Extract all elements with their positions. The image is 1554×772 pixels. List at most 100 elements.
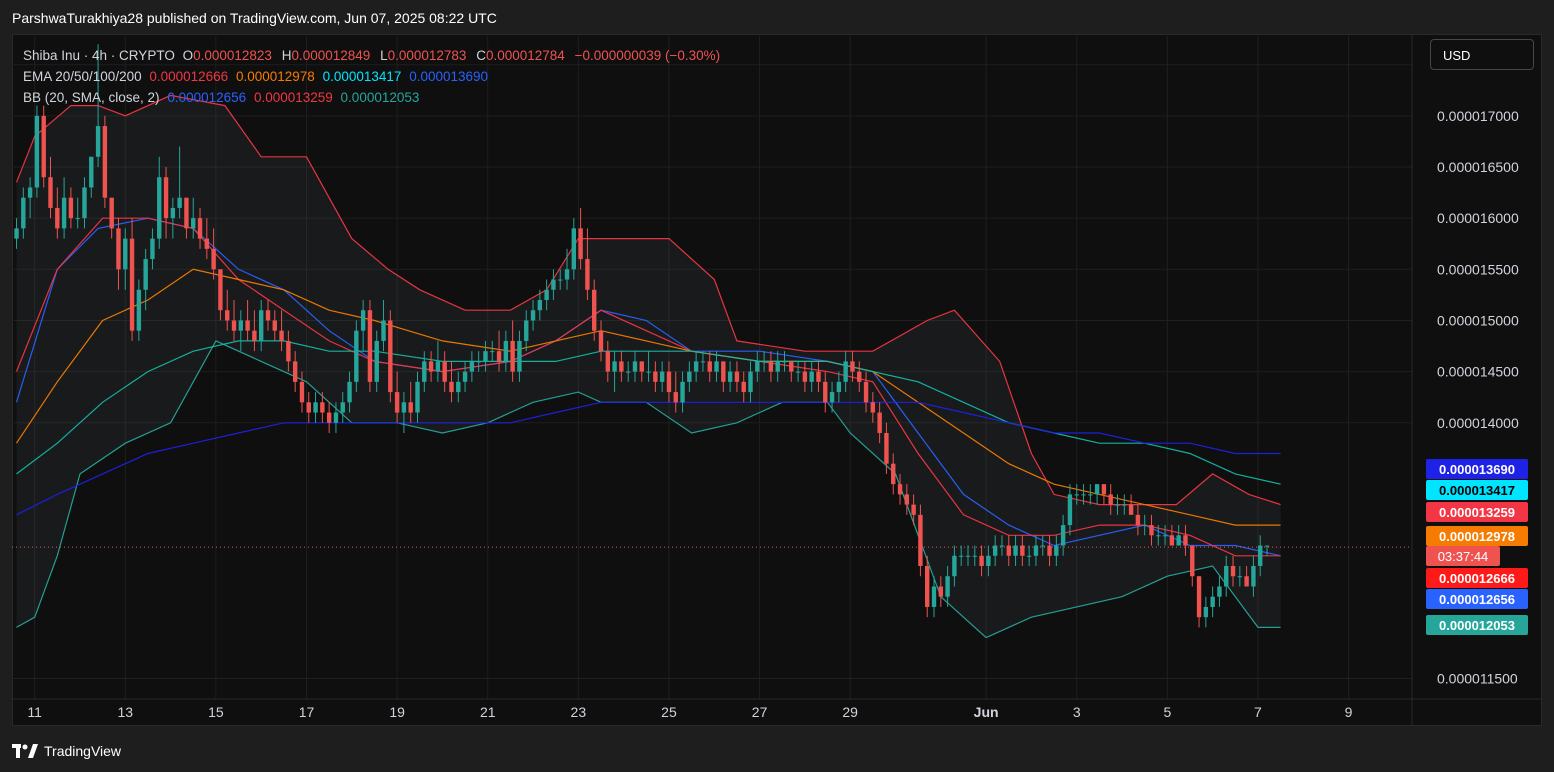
- candle-167: [1149, 514, 1154, 546]
- candle-27: [197, 207, 203, 249]
- candle-51: [360, 300, 366, 352]
- candle-95: [659, 361, 665, 393]
- candle-body: [1237, 576, 1243, 578]
- candle-79: [551, 269, 556, 300]
- candle-76: [530, 300, 536, 331]
- candle-body: [639, 361, 644, 372]
- candle-body: [666, 371, 672, 393]
- candle-138: [952, 545, 957, 587]
- candle-body: [897, 484, 903, 495]
- candle-106: [734, 361, 740, 393]
- candle-104: [721, 361, 726, 393]
- footer-brand: TradingView: [44, 743, 122, 759]
- candles: [14, 44, 1270, 628]
- candle-body: [789, 361, 794, 372]
- candle-0: [14, 218, 19, 249]
- candle-body: [1169, 535, 1175, 546]
- candle-body: [1183, 535, 1188, 546]
- countdown-tag: 03:37:44: [1426, 546, 1500, 566]
- candle-body: [986, 555, 991, 566]
- candle-body: [184, 197, 189, 229]
- candle-69: [483, 340, 488, 372]
- candle-32: [231, 300, 237, 341]
- candle-93: [646, 351, 651, 382]
- candle-129: [891, 453, 896, 495]
- candle-body: [761, 361, 767, 363]
- candle-body: [524, 320, 529, 341]
- candle-body: [510, 340, 515, 372]
- candle-31: [225, 289, 230, 331]
- candle-body: [27, 187, 33, 198]
- candle-body: [707, 361, 712, 372]
- x-tick-label: 19: [389, 704, 405, 720]
- candle-26: [191, 197, 196, 239]
- candle-15: [116, 218, 121, 290]
- candle-body: [1081, 494, 1086, 496]
- candle-body: [530, 310, 536, 321]
- candle-57: [401, 392, 407, 433]
- candle-body: [157, 177, 162, 239]
- y-tick-label: 0.000014500: [1437, 364, 1519, 380]
- legend-row-ohlc: Shiba Inu · 4h · CRYPTO O0.000012823 H0.…: [23, 45, 724, 66]
- candle-body: [979, 555, 984, 566]
- candle-body: [687, 371, 692, 382]
- candle-body: [191, 218, 196, 229]
- candle-176: [1210, 586, 1215, 618]
- candle-173: [1190, 545, 1195, 587]
- candle-40: [286, 330, 291, 372]
- currency-selector[interactable]: USD: [1430, 39, 1534, 70]
- candle-body: [21, 197, 26, 229]
- series-ema-200: [16, 401, 1281, 516]
- candle-body: [558, 279, 563, 281]
- candle-120: [829, 381, 835, 413]
- chart-svg[interactable]: 0.0000175000.0000170000.0000165000.00001…: [12, 34, 1542, 726]
- candle-body: [734, 371, 740, 382]
- candle-body: [1006, 545, 1011, 556]
- candle-117: [809, 361, 814, 393]
- legend-row-bb: BB (20, SMA, close, 2) 0.000012656 0.000…: [23, 87, 724, 108]
- price-tag-1: 0.000013417: [1426, 480, 1528, 500]
- candle-112: [775, 351, 780, 382]
- candle-68: [476, 351, 481, 372]
- candle-body: [904, 494, 910, 505]
- candle-154: [1060, 514, 1066, 556]
- countdown-bg: [1426, 546, 1500, 566]
- candle-111: [768, 351, 774, 382]
- candle-127: [877, 402, 882, 444]
- candle-41: [292, 351, 298, 393]
- candle-17: [129, 218, 135, 341]
- candle-156: [1074, 484, 1079, 505]
- candle-38: [272, 310, 277, 341]
- candle-body: [571, 228, 577, 270]
- candle-body: [34, 115, 40, 188]
- candle-97: [673, 371, 678, 413]
- top-bar: ParshwaTurakhiya28 published on TradingV…: [0, 0, 1554, 34]
- candle-25: [184, 197, 189, 239]
- ema20-value: 0.000012666: [149, 69, 229, 84]
- candle-132: [911, 494, 916, 526]
- candle-63: [442, 351, 447, 393]
- candle-body: [102, 126, 108, 198]
- price-tags: 0.000013690 0.000013417 0.000013259 0.00001…: [1426, 459, 1528, 635]
- candle-body: [693, 361, 699, 372]
- candle-77: [537, 289, 543, 321]
- candle-body: [1217, 586, 1222, 597]
- candle-body: [551, 279, 556, 290]
- candle-8: [68, 187, 74, 229]
- candle-body: [306, 402, 311, 413]
- price-tag-value: 0.000012666: [1439, 571, 1515, 586]
- candle-body: [211, 248, 216, 270]
- candle-157: [1081, 484, 1086, 505]
- candle-body: [428, 361, 434, 372]
- price-tag-bg: [1426, 459, 1528, 479]
- candle-body: [1128, 504, 1134, 515]
- candle-107: [741, 371, 746, 403]
- candle-141: [972, 545, 977, 566]
- candle-163: [1122, 494, 1127, 515]
- candle-body: [272, 320, 277, 331]
- bb-basis-value: 0.000012656: [167, 90, 247, 105]
- candle-161: [1108, 484, 1113, 515]
- candle-body: [1149, 525, 1154, 536]
- candle-body: [768, 361, 774, 372]
- candle-body: [884, 433, 889, 464]
